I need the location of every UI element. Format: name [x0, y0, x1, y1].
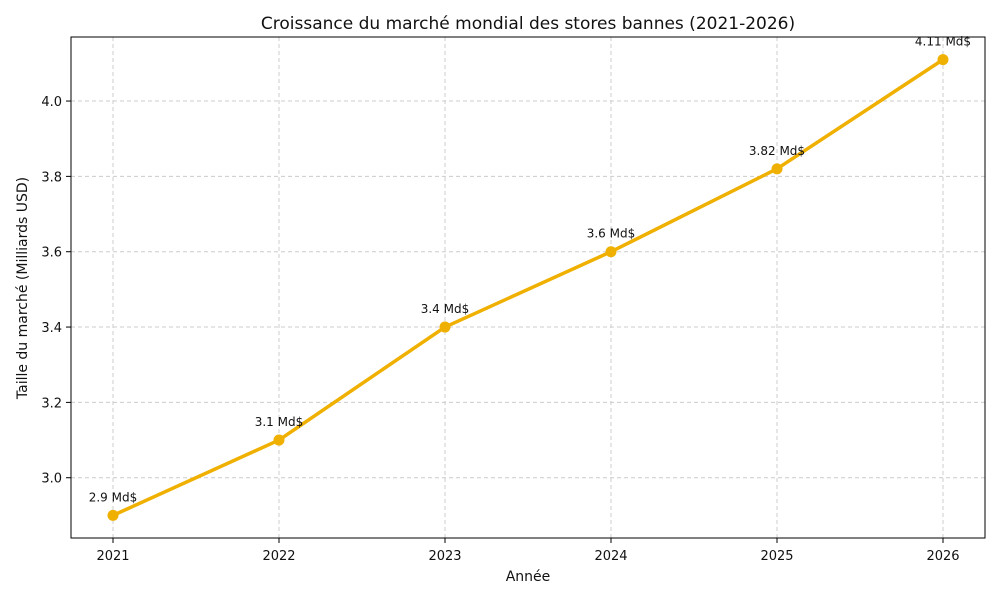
y-tick-label: 3.8 — [41, 170, 62, 185]
x-tick-label: 2025 — [760, 549, 793, 564]
series-line — [111, 57, 945, 518]
data-label: 3.82 Md$ — [749, 144, 805, 158]
data-label: 3.1 Md$ — [255, 415, 304, 429]
data-label: 4.11 Md$ — [915, 35, 971, 49]
data-point — [439, 321, 451, 333]
x-tick-label: 2023 — [428, 549, 461, 564]
axis-ticks: 2021 2022 2023 2024 2025 2026 3.0 3.2 3.4 3.6 3.8 4… — [41, 95, 959, 564]
data-point — [273, 434, 285, 446]
chart-title: Croissance du marché mondial des stores … — [261, 14, 795, 34]
y-tick-label: 4.0 — [41, 95, 62, 110]
data-point — [107, 509, 119, 521]
y-tick-label: 3.6 — [41, 246, 62, 261]
plot-frame — [70, 36, 986, 539]
data-point — [771, 163, 783, 175]
data-labels: 2.9 Md$ 3.1 Md$ 3.4 Md$ 3.6 Md$ 3.82 Md$ 4.11… — [89, 35, 971, 505]
grid-lines — [71, 37, 985, 538]
data-point — [937, 54, 949, 66]
data-point — [605, 246, 617, 258]
y-axis-label: Taille du marché (Milliards USD) — [15, 177, 31, 400]
x-axis-label: Année — [506, 569, 551, 585]
y-tick-label: 3.0 — [41, 472, 62, 487]
y-tick-label: 3.4 — [41, 321, 62, 336]
y-tick-label: 3.2 — [41, 396, 62, 411]
x-tick-label: 2022 — [262, 549, 295, 564]
x-tick-label: 2021 — [96, 549, 129, 564]
x-tick-label: 2026 — [926, 549, 959, 564]
data-label: 2.9 Md$ — [89, 490, 138, 504]
x-tick-label: 2024 — [594, 549, 627, 564]
data-label: 3.6 Md$ — [587, 227, 636, 241]
series-layer — [107, 54, 949, 521]
data-label: 3.4 Md$ — [421, 302, 470, 316]
